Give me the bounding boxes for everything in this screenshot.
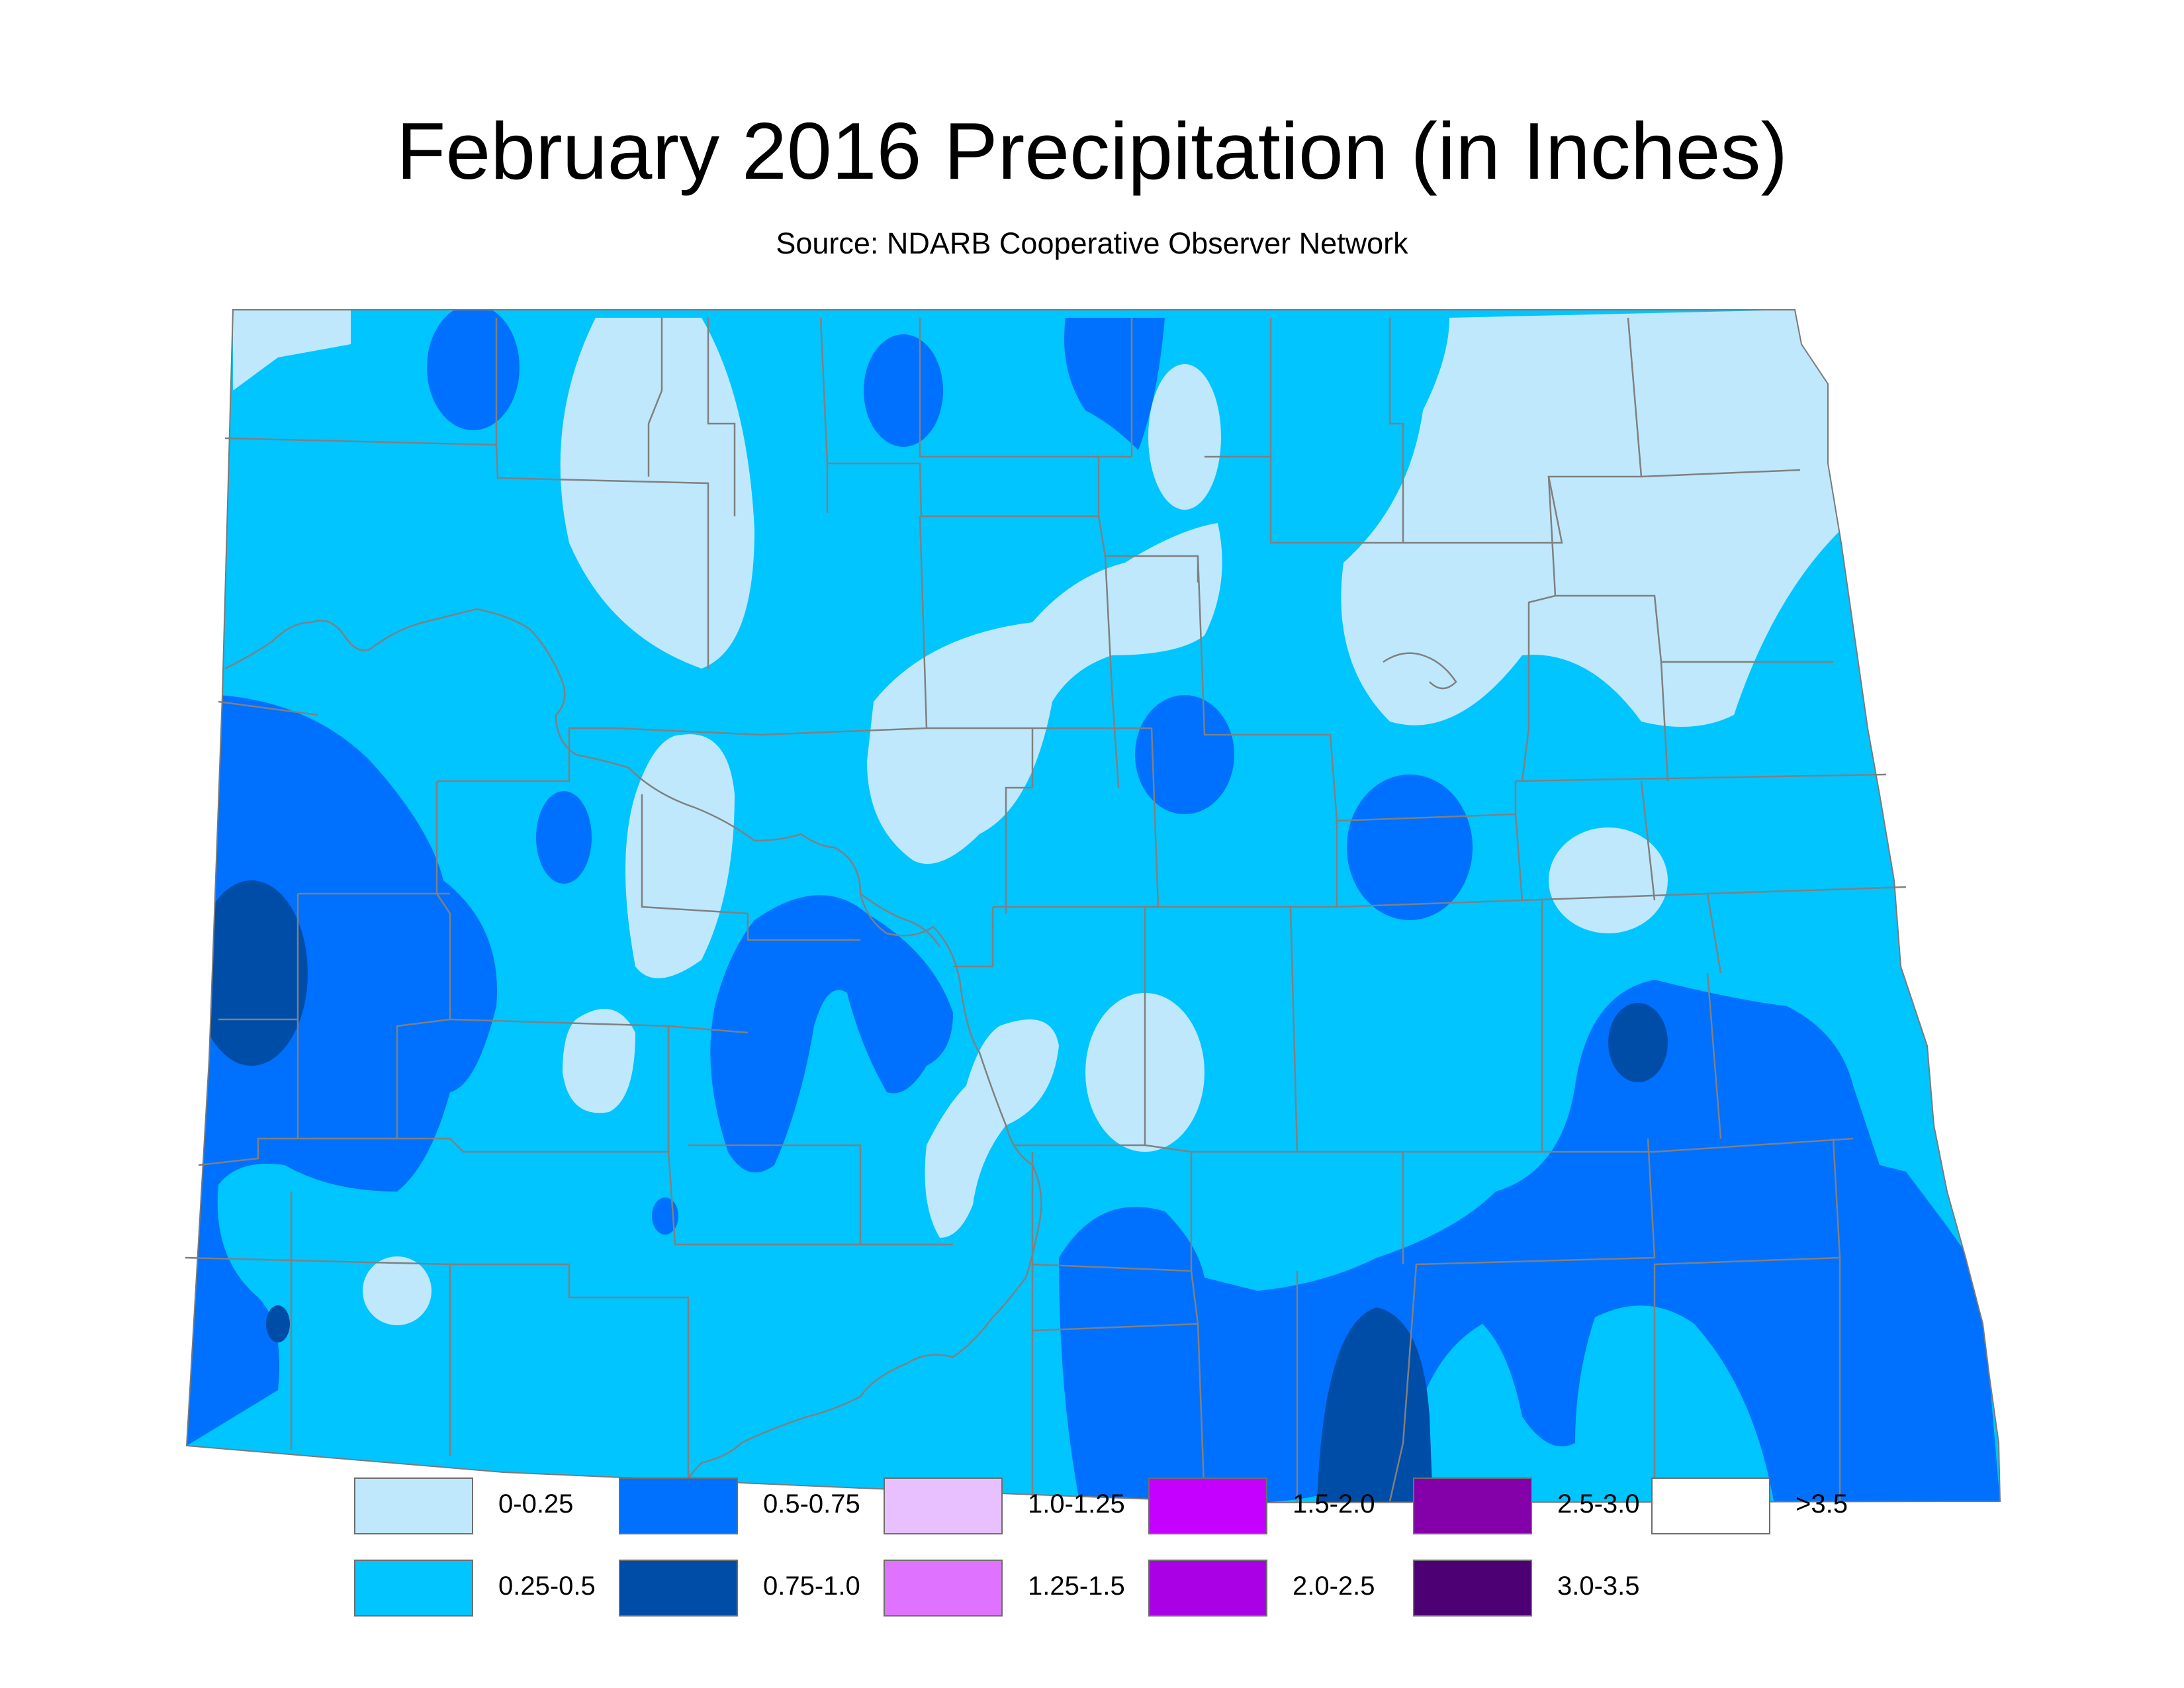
zone-0.5-0.75-nw-oval [427,310,520,430]
zone-0.75-1.0-sw-small [266,1305,290,1342]
county-line [1197,555,1516,822]
county-line [1144,906,1298,1153]
zone-0.5-0.75-west-small [536,791,592,884]
zone-0.5-0.75-center-oval [1135,695,1234,814]
zone-0.75-1.0-east [1608,1003,1668,1082]
zone-0-0.25-east-oval [1549,827,1668,933]
zone-0-0.25-missouri-blob [925,1019,1059,1238]
zone-0.5-0.75-north-wedge [1064,318,1165,450]
county-line [641,794,749,915]
county-line [1269,318,1404,544]
county-line [1099,318,1133,458]
zone-0-0.25-sw-blob [563,1009,635,1113]
zone-0.5-0.75-east-oval [1347,774,1473,920]
county-line [1640,780,1656,901]
zone-0-0.25-west-strip [625,734,735,978]
zone-0.5-0.75-south-central [710,895,953,1173]
zone-0.75-1.0-south [1317,1307,1433,1503]
county-line [449,1018,669,1027]
county-line [615,516,928,736]
county-line [1542,1137,1854,1153]
county-line [1297,900,1543,1153]
county-line [1197,1323,1206,1503]
zone-0-0.25-center [867,523,1222,864]
county-borders [185,317,1907,1503]
zone-0-0.25-north-oval [1148,364,1221,510]
zone-0-0.25-ne [1341,310,1841,727]
county-line [1641,469,1801,478]
map-title: February 2016 Precipitation (in Inches) [396,106,1788,196]
lake-sakakawea-arm [860,892,941,947]
county-line [1706,972,1722,1139]
missouri-river [224,608,1042,1490]
devils-lake [1383,652,1457,690]
county-line [1521,594,1556,782]
county-line [1388,1138,1656,1502]
zone-0-0.25-nw-corner [233,310,351,391]
county-line [647,318,663,477]
county-line [1515,773,1887,782]
zone-0-0.25-north-central [560,318,754,669]
county-line [953,907,994,968]
county-line [1707,886,1907,895]
rivers [224,608,1457,1490]
county-line [927,727,1034,914]
map-subtitle: Source: NDARB Cooperative Observer Netwo… [776,226,1408,260]
county-line [218,700,318,716]
county-line [1547,476,1833,663]
county-line [1653,1138,1841,1501]
zone-0-0.25-sw-oval [363,1256,432,1325]
county-line [819,317,1100,518]
county-line [1660,661,1669,782]
county-line [450,1263,690,1483]
zone-0.5-0.75-west [187,695,497,1446]
county-line [495,444,709,669]
county-line [667,1025,749,1152]
zone-0.5-0.75-southeast [1059,980,2000,1503]
state-outline [185,309,2001,1504]
county-line [747,914,860,941]
zone-0.5-0.75-north-oval [864,334,943,447]
county-line [198,1137,668,1166]
county-line [1336,781,1524,908]
county-line [707,318,736,516]
county-line [1104,555,1120,788]
county-line [437,727,615,782]
